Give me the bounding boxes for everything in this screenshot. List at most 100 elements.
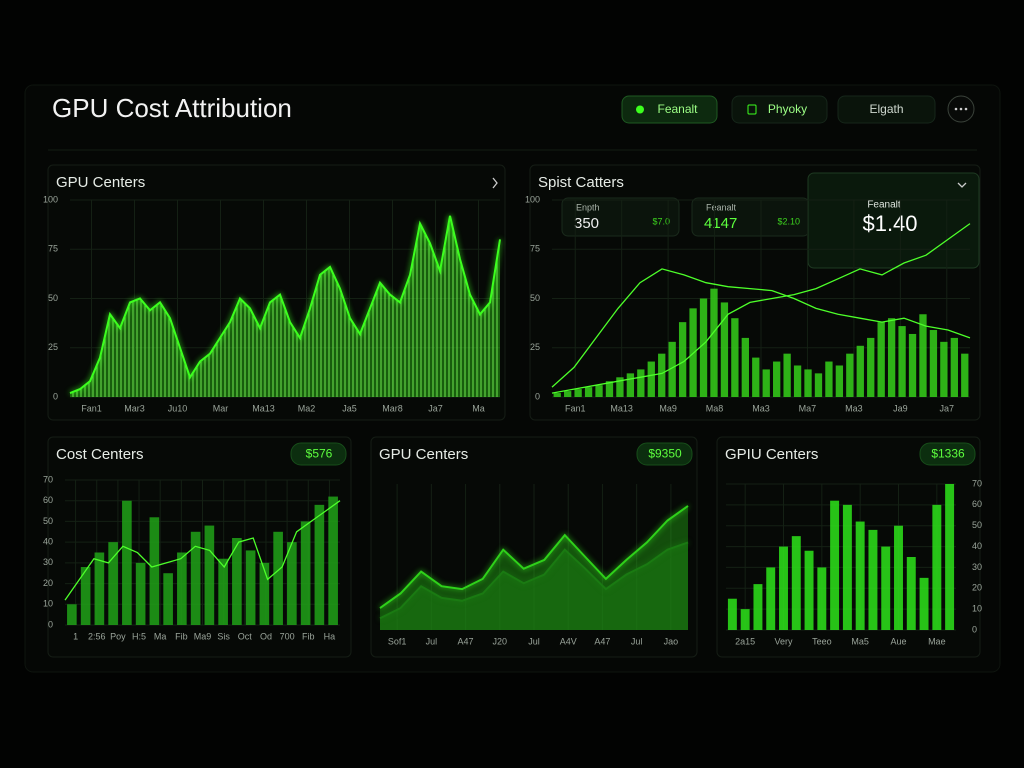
bar [766, 567, 776, 630]
bar [740, 609, 750, 630]
bar [867, 337, 875, 397]
kpi-card [561, 197, 680, 237]
panel-title: Cost Centers [56, 446, 144, 463]
bar [919, 314, 927, 397]
bar [637, 369, 645, 397]
bar [804, 550, 814, 630]
y-tick-label: 30 [972, 562, 982, 572]
bar [919, 577, 929, 630]
kpi-value: 350 [574, 215, 599, 232]
toolbar-button[interactable] [731, 95, 828, 124]
bar [328, 496, 338, 625]
x-tick-label: J20 [493, 636, 508, 646]
chevron[interactable] [957, 182, 967, 188]
bar [149, 517, 160, 625]
y-tick-label: 50 [530, 293, 540, 303]
badge-value: $1336 [931, 447, 965, 461]
x-tick-label: Fan1 [81, 403, 102, 413]
x-tick-label: 2a15 [735, 636, 755, 646]
bar [80, 567, 91, 625]
chevron[interactable] [492, 177, 498, 189]
y-tick-label: 50 [43, 516, 53, 526]
bar [814, 373, 823, 397]
panel-title: Spist Catters [538, 174, 624, 191]
dot [959, 107, 963, 111]
x-tick-label: Ma2 [298, 403, 316, 413]
x-tick-label: Ma9 [194, 631, 212, 641]
x-tick-label: Poy [110, 631, 126, 641]
x-tick-label: Mar [213, 403, 229, 413]
badge [290, 442, 347, 466]
y-tick-label: 10 [43, 599, 53, 609]
y-tick-label: 75 [48, 244, 58, 254]
x-tick-label: Ma8 [706, 403, 724, 413]
x-tick-label: Ja7 [940, 403, 955, 413]
bar [898, 326, 906, 397]
x-tick-label: Mae [928, 636, 946, 646]
kpi-label: Feanalt [706, 202, 737, 212]
trend-line [64, 500, 341, 601]
bar [791, 536, 801, 630]
x-tick-label: Ja7 [428, 403, 443, 413]
bar [950, 337, 958, 397]
y-tick-label: 60 [972, 499, 982, 509]
button-label: Elgath [869, 102, 903, 116]
status-dot [636, 105, 644, 114]
bar [626, 373, 635, 397]
tooltip-label: Feanalt [867, 200, 901, 211]
dot [964, 107, 968, 111]
x-tick-label: Jul [528, 636, 540, 646]
bar [856, 345, 864, 397]
button-icon [747, 104, 757, 115]
dot [954, 107, 958, 111]
bar [753, 584, 763, 630]
kpi-delta: $7.0 [652, 216, 670, 226]
x-tick-label: Jao [664, 636, 679, 646]
bar [783, 353, 791, 397]
trend-line [551, 268, 971, 388]
x-tick-label: Ja5 [342, 403, 357, 413]
bar [906, 557, 916, 630]
x-tick-label: Teeo [812, 636, 832, 646]
area-line [379, 505, 689, 609]
bar [710, 288, 718, 397]
x-tick-label: Od [260, 631, 272, 641]
area-stripes [70, 215, 500, 397]
y-tick-label: 25 [530, 342, 540, 352]
toolbar-button[interactable] [621, 95, 718, 124]
button-label: Feanalt [657, 102, 698, 116]
x-tick-label: Ma [154, 631, 167, 641]
x-tick-label: A47 [458, 636, 474, 646]
bar [868, 529, 878, 630]
panel-title: GPU Centers [56, 174, 145, 191]
bar [762, 369, 770, 397]
bar [727, 598, 737, 630]
bar [881, 546, 891, 630]
bar [825, 361, 833, 397]
bar [940, 341, 948, 397]
y-tick-label: 20 [972, 583, 982, 593]
y-tick-label: 50 [48, 293, 58, 303]
panel-title: GPIU Centers [725, 446, 818, 463]
bar [779, 546, 788, 630]
x-tick-label: 700 [280, 631, 295, 641]
kpi-delta: $2.10 [777, 216, 800, 226]
x-tick-label: Fan1 [565, 403, 586, 413]
badge-value: $576 [306, 447, 333, 461]
y-tick-label: 40 [972, 541, 982, 551]
x-tick-label: Mar3 [124, 403, 145, 413]
bar [218, 558, 228, 625]
bar [190, 531, 201, 625]
y-tick-label: 25 [48, 342, 58, 352]
badge-value: $9350 [648, 447, 682, 461]
x-tick-label: Jul [631, 636, 643, 646]
panel-title: GPU Centers [379, 446, 468, 463]
badge [919, 442, 976, 466]
x-tick-label: H:5 [132, 631, 146, 641]
bar [314, 504, 325, 625]
toolbar-button[interactable] [837, 95, 936, 124]
bar [584, 387, 593, 397]
bar [894, 525, 903, 630]
bar [108, 542, 118, 625]
